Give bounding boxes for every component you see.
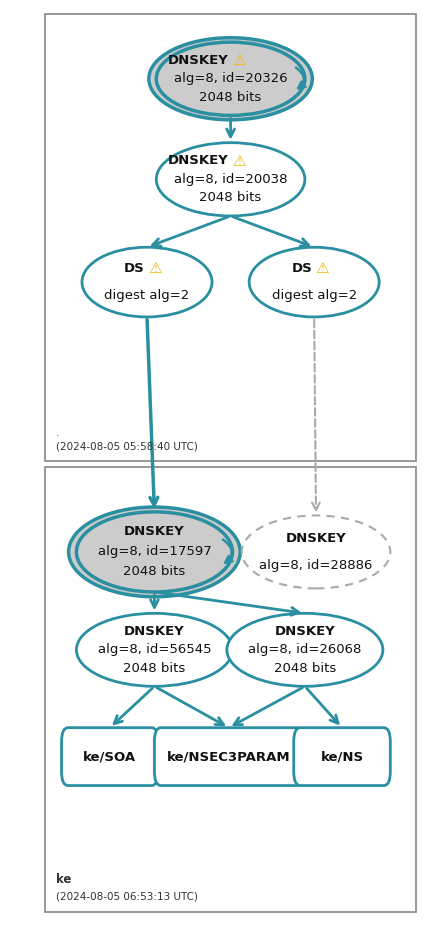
Text: ⚠: ⚠ (231, 53, 245, 68)
Text: DNSKEY ⚠: DNSKEY ⚠ (0, 930, 1, 931)
Text: ke/NSEC3PARAM: ke/NSEC3PARAM (167, 750, 290, 763)
FancyBboxPatch shape (154, 728, 302, 786)
Text: DS: DS (291, 263, 311, 276)
Text: DNSKEY: DNSKEY (124, 625, 184, 638)
Text: ⚠: ⚠ (231, 154, 245, 169)
Ellipse shape (82, 248, 212, 317)
FancyBboxPatch shape (61, 728, 158, 786)
Ellipse shape (226, 614, 382, 686)
Text: DNSKEY: DNSKEY (285, 532, 345, 545)
Text: 2048 bits: 2048 bits (123, 565, 185, 578)
Text: alg=8, id=26068: alg=8, id=26068 (248, 643, 361, 656)
Text: ke: ke (55, 873, 71, 886)
Text: DNSKEY: DNSKEY (167, 155, 228, 168)
Ellipse shape (249, 248, 378, 317)
Text: ke/SOA: ke/SOA (83, 750, 136, 763)
Bar (45, 467, 415, 912)
Text: 2048 bits: 2048 bits (199, 90, 261, 103)
Text: 2048 bits: 2048 bits (273, 662, 335, 675)
Text: alg=8, id=28886: alg=8, id=28886 (259, 560, 372, 573)
Text: DNSKEY: DNSKEY (167, 54, 228, 67)
Ellipse shape (156, 42, 304, 115)
Ellipse shape (69, 507, 240, 597)
Text: ⚠: ⚠ (148, 262, 161, 277)
Text: digest alg=2: digest alg=2 (271, 289, 356, 302)
Text: (2024-08-05 06:53:13 UTC): (2024-08-05 06:53:13 UTC) (55, 891, 197, 901)
Text: 2048 bits: 2048 bits (123, 662, 185, 675)
Text: alg=8, id=20038: alg=8, id=20038 (173, 173, 287, 186)
Text: DNSKEY: DNSKEY (274, 625, 334, 638)
Text: DS: DS (124, 263, 144, 276)
Text: alg=8, id=17597: alg=8, id=17597 (97, 546, 211, 559)
Text: DNSKEY: DNSKEY (124, 525, 184, 538)
FancyBboxPatch shape (293, 728, 389, 786)
Ellipse shape (76, 512, 232, 592)
Ellipse shape (241, 516, 389, 588)
Ellipse shape (149, 38, 311, 120)
Text: alg=8, id=56545: alg=8, id=56545 (98, 643, 211, 656)
Ellipse shape (76, 614, 232, 686)
Text: alg=8, id=20326: alg=8, id=20326 (173, 73, 287, 86)
Text: .: . (55, 428, 59, 439)
Text: 2048 bits: 2048 bits (199, 191, 261, 204)
Text: DNSKEY ⚠: DNSKEY ⚠ (0, 930, 1, 931)
Bar (45, 14, 415, 461)
Text: (2024-08-05 05:58:40 UTC): (2024-08-05 05:58:40 UTC) (55, 441, 197, 452)
Text: digest alg=2: digest alg=2 (104, 289, 189, 302)
Ellipse shape (156, 142, 304, 216)
Text: DS ⚠: DS ⚠ (0, 930, 1, 931)
Text: ⚠: ⚠ (315, 262, 328, 277)
Text: DS ⚠: DS ⚠ (0, 930, 1, 931)
Text: ke/NS: ke/NS (320, 750, 363, 763)
